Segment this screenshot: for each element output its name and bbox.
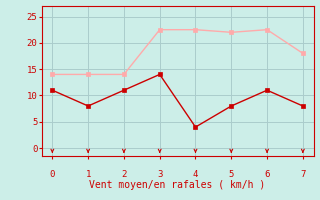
X-axis label: Vent moyen/en rafales ( km/h ): Vent moyen/en rafales ( km/h ) xyxy=(90,180,266,190)
